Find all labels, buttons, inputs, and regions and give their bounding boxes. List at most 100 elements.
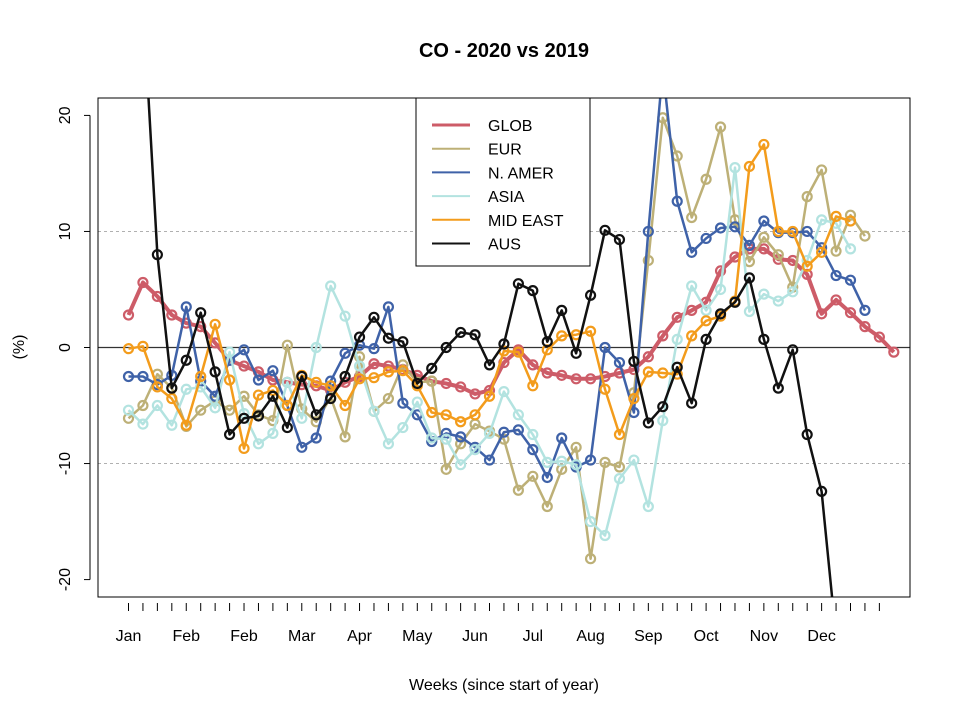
data-point [613,367,626,379]
data-point [527,380,539,392]
data-point [368,358,380,370]
data-point [686,246,698,258]
data-point [570,347,582,359]
data-point [426,362,438,374]
data-point [527,359,539,371]
data-point [209,318,221,330]
data-point [743,239,756,251]
series-line [127,166,852,537]
legend-label: MID EAST [488,213,564,230]
data-point [137,276,149,289]
data-point [455,381,467,393]
data-point [743,272,756,284]
data-point [166,392,178,405]
data-point [426,432,438,444]
data-point [657,415,669,427]
data-point [310,432,322,444]
data-point [498,338,510,350]
data-point [657,367,669,379]
data-point [758,138,770,151]
data-point [310,409,322,421]
chart-title: CO - 2020 vs 2019 [419,40,589,62]
data-point [830,294,842,306]
data-point [686,211,698,224]
data-point [758,243,770,255]
data-point [599,456,611,468]
data-point [325,280,337,292]
data-point [584,289,597,301]
data-point [642,351,654,363]
data-point [671,333,683,345]
data-point [714,222,727,234]
data-point [440,377,452,390]
data-point [483,359,496,371]
x-tick-label: Jun [462,628,488,645]
data-point [787,225,799,238]
series-line [147,98,834,597]
data-point [758,231,770,243]
x-tick-label: Dec [807,628,835,645]
data-point [209,402,221,414]
data-point [368,343,380,355]
data-point [223,346,236,358]
x-axis-title: Weeks (since start of year) [409,677,599,694]
data-point [541,456,553,468]
data-point [859,304,871,316]
data-point [527,285,539,297]
data-point [397,365,409,377]
data-point [296,441,308,453]
data-point [729,296,741,308]
x-tick-label: Jul [523,628,543,645]
data-point [830,210,842,222]
data-point [686,304,698,316]
data-point [353,360,366,372]
data-point [382,438,395,450]
data-point [122,370,135,383]
data-point [151,399,163,412]
data-point [671,195,683,207]
data-point [209,366,221,378]
chart-legend: GLOB EUR N. AMER ASIA MID EAST AUS [415,97,591,267]
y-tick-label: -10 [57,452,74,475]
data-point [787,286,799,298]
data-point [729,221,741,233]
y-axis: -20 -10 0 10 20 [57,106,91,591]
data-point [353,373,366,385]
data-point [556,330,568,342]
data-point [599,383,611,395]
series-line [126,246,896,396]
data-point [512,409,524,421]
data-point [584,373,597,385]
data-point [252,438,265,450]
legend-item: AUS [432,237,521,254]
data-point [570,459,582,471]
data-point [440,427,452,439]
data-point [772,225,784,238]
data-point [642,500,654,513]
legend-label: ASIA [488,189,525,206]
data-point [397,336,409,348]
data-point [801,191,813,203]
data-point [772,382,784,394]
data-point [325,392,337,405]
data-point [658,64,667,73]
data-point [252,410,265,422]
x-tick-label: Jan [116,628,142,645]
series-asia [122,162,857,542]
data-point [195,307,207,319]
data-point [252,374,265,386]
data-point [310,376,322,388]
data-point [267,427,279,439]
data-point [642,225,654,238]
data-point [541,471,553,484]
data-point [584,454,597,466]
data-point [844,215,857,227]
data-point [700,333,712,345]
data-point [455,431,467,443]
data-point [440,409,452,421]
legend-item: EUR [432,142,522,159]
data-point [267,365,279,377]
data-point [671,311,683,323]
data-point [180,354,192,366]
